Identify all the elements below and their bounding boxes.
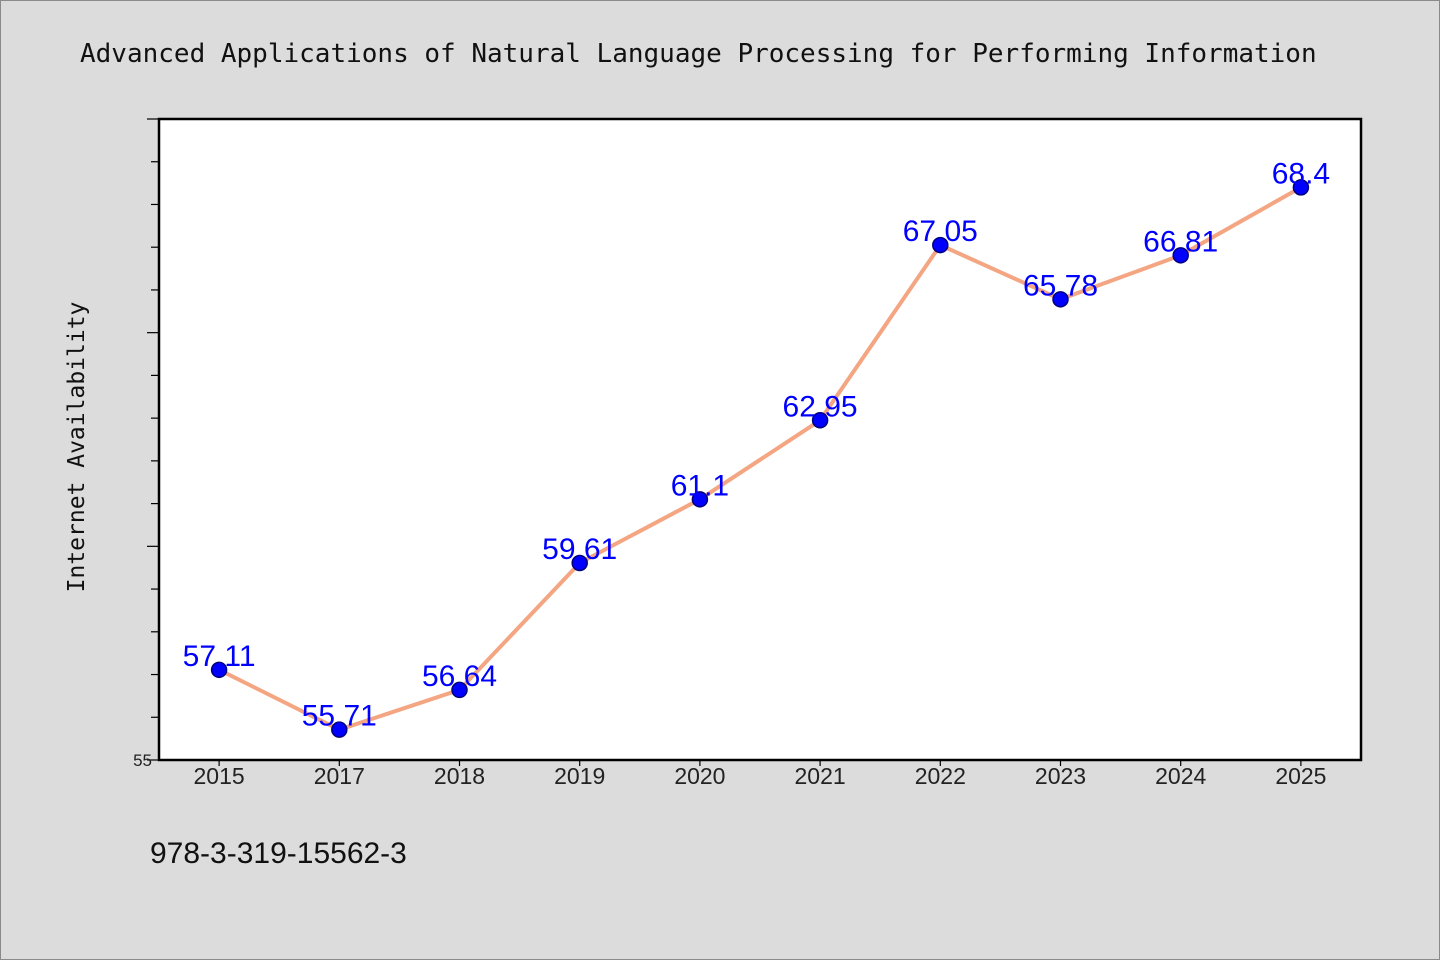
data-markers <box>210 179 1310 738</box>
data-point-marker <box>571 554 588 572</box>
data-label: 55.71 <box>302 700 377 733</box>
y-tick-label: 55 <box>133 751 152 770</box>
series-lines <box>217 185 1303 732</box>
footer-text: 978-3-319-15562-3 <box>150 837 407 870</box>
x-tick-label: 2024 <box>1155 763 1206 789</box>
x-tick-label: 2022 <box>915 763 966 789</box>
data-point-marker <box>1052 291 1069 308</box>
x-tick-label: 2019 <box>554 763 605 789</box>
x-tick-label: 2025 <box>1275 763 1326 789</box>
x-tick-labels: 2015 2017 2018 2019 2020 2021 2022 2023 2024 2025 <box>194 763 1327 789</box>
x-tick-label: 2020 <box>674 763 725 789</box>
x-tick-label: 2017 <box>314 763 365 789</box>
data-label: 68.4 <box>1272 157 1330 190</box>
data-point-marker <box>210 661 228 679</box>
data-point-marker <box>932 236 949 254</box>
x-tick-label: 2015 <box>194 763 245 789</box>
series-line <box>217 185 1303 732</box>
data-point-marker <box>451 681 468 699</box>
data-label: 62.95 <box>783 390 858 423</box>
y-axis-label: Internet Availability <box>64 302 90 593</box>
data-point-marker <box>691 491 709 508</box>
x-tick-label: 2021 <box>795 763 846 789</box>
data-label: 67.05 <box>903 215 978 248</box>
data-label: 57.11 <box>183 640 256 673</box>
y-axis-ticks <box>147 118 159 761</box>
data-label: 59.61 <box>542 533 617 566</box>
plot-area <box>157 117 1363 762</box>
data-point-marker <box>331 721 348 738</box>
data-label: 56.64 <box>422 660 497 693</box>
data-label: 61.1 <box>671 469 729 502</box>
data-point-marker <box>1172 247 1189 264</box>
data-label: 66.81 <box>1143 225 1218 258</box>
chart-title: Advanced Applications of Natural Languag… <box>80 39 1317 69</box>
y-tick-labels: 55 <box>133 751 152 770</box>
data-point-marker <box>1292 179 1310 196</box>
x-tick-label: 2023 <box>1035 763 1086 789</box>
data-labels: 57.11 55.71 56.64 59.61 61.1 62.95 67.05 65.78 6… <box>183 157 1330 732</box>
x-tick-label: 2018 <box>434 763 485 789</box>
data-label: 65.78 <box>1023 269 1098 302</box>
x-axis-ticks <box>218 760 1302 766</box>
data-point-marker <box>811 412 829 429</box>
